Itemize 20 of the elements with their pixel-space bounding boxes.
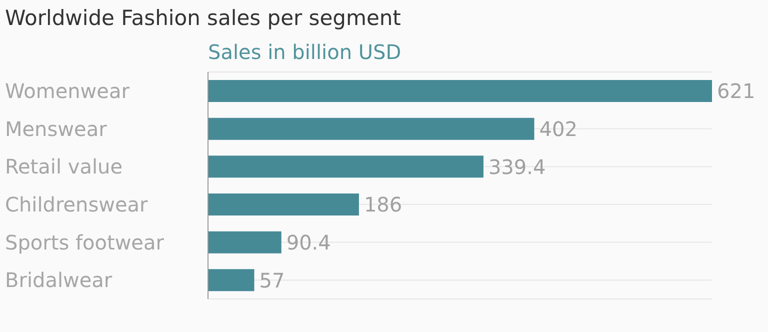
bar <box>208 269 254 292</box>
y-tick-label: Bridalwear <box>5 268 113 292</box>
data-label: 186 <box>364 192 402 217</box>
data-label: 621 <box>717 79 756 104</box>
data-label: 57 <box>259 268 285 292</box>
y-tick-label: Childrenswear <box>5 192 149 216</box>
bar <box>208 118 534 140</box>
bar <box>208 194 359 216</box>
data-label: 339.4 <box>488 154 546 179</box>
data-label: 402 <box>539 116 578 141</box>
bar <box>208 156 484 178</box>
chart-subtitle: Sales in billion USD <box>208 40 402 64</box>
y-tick-label: Sports footwear <box>5 230 165 254</box>
y-tick-label: Menswear <box>5 116 108 141</box>
bar <box>208 80 712 102</box>
chart-title: Worldwide Fashion sales per segment <box>5 6 401 30</box>
data-label: 90.4 <box>286 230 331 254</box>
bar <box>208 231 282 254</box>
y-tick-label: Womenwear <box>5 78 130 103</box>
y-tick-label: Retail value <box>5 154 122 179</box>
